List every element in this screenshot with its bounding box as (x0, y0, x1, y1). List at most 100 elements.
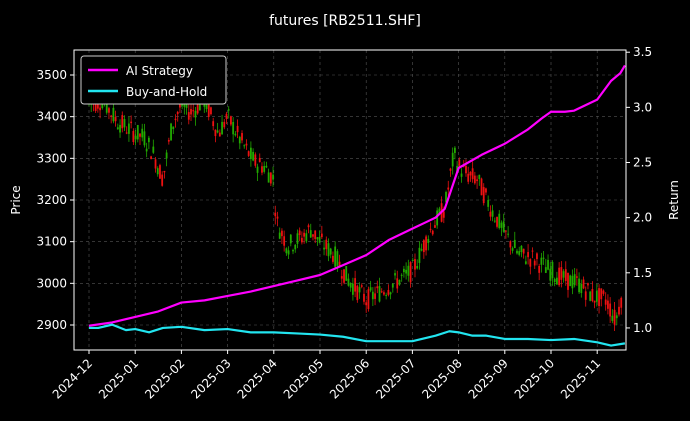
legend-label-buyhold: Buy-and-Hold (126, 85, 207, 99)
candle-body (438, 208, 441, 214)
candle-body (451, 152, 454, 167)
candle-body (325, 239, 328, 250)
candle-body (396, 278, 399, 289)
candle-body (431, 230, 434, 235)
candle-body (516, 250, 518, 254)
candle-body (389, 292, 392, 295)
candle-body (380, 291, 383, 293)
x-tick-label: 2025-02 (142, 356, 187, 401)
candle-body (172, 126, 175, 130)
candle-body (179, 104, 181, 108)
candle-body (292, 250, 294, 252)
candle-body (416, 265, 419, 269)
candle-body (491, 210, 494, 217)
candle-body (544, 267, 547, 273)
candle-body (128, 123, 130, 134)
candle-body (285, 248, 288, 254)
candle-body (367, 289, 370, 310)
candle-body (278, 232, 281, 239)
candle-body (602, 290, 605, 294)
candle-body (502, 221, 505, 232)
left-tick-label: 3400 (36, 110, 67, 124)
candle-body (376, 286, 379, 289)
candle-body (427, 238, 430, 243)
candle-body (214, 129, 217, 137)
candle-body (227, 109, 230, 111)
candle-body (549, 268, 552, 281)
candle-body (445, 191, 447, 203)
candle-body (595, 290, 598, 302)
candle-body (192, 110, 195, 112)
x-tick-label: 2025-01 (96, 356, 141, 401)
candle-body (159, 165, 161, 179)
candle-body (422, 240, 425, 253)
candle-body (531, 250, 534, 252)
candle-body (522, 248, 525, 254)
candle-body (383, 292, 385, 295)
candle-body (567, 272, 569, 290)
candle-body (480, 178, 483, 196)
candle-body (509, 241, 512, 248)
candle-body (194, 110, 197, 118)
strategy-line (88, 64, 626, 327)
candle-body (434, 225, 436, 228)
candle-body (591, 288, 594, 302)
right-tick-label: 1.0 (633, 321, 652, 335)
candle-body (287, 250, 290, 255)
candle-body (145, 148, 148, 152)
candle-body (542, 257, 545, 259)
candle-body (256, 166, 259, 173)
candle-body (589, 291, 592, 301)
candle-body (305, 233, 308, 242)
candle-body (116, 127, 119, 130)
candle-body (598, 288, 600, 307)
candle-body (478, 174, 481, 179)
candle-body (547, 259, 549, 270)
candle-body (241, 133, 243, 141)
left-tick-label: 3000 (36, 276, 67, 290)
candle-body (409, 262, 412, 283)
candle-body (533, 260, 536, 266)
candle-body (571, 275, 574, 289)
candle-body (163, 170, 166, 173)
candle-body (134, 135, 137, 140)
candle-body (125, 132, 128, 134)
candle-body (485, 188, 487, 193)
candle-body (556, 277, 558, 285)
candle-body (578, 278, 580, 293)
candle-body (165, 152, 168, 159)
candle-body (221, 121, 223, 135)
candle-body (593, 300, 596, 303)
candle-body (349, 283, 352, 288)
candle-body (551, 262, 554, 279)
candle-body (300, 237, 303, 243)
price-candles (88, 87, 623, 332)
candle-body (223, 121, 226, 128)
candle-body (540, 257, 543, 265)
candle-body (511, 248, 514, 251)
candle-body (190, 108, 192, 115)
candle-body (139, 133, 141, 137)
candle-body (369, 287, 372, 291)
candle-body (414, 259, 416, 270)
candle-body (575, 276, 578, 278)
candle-body (387, 290, 390, 295)
candle-body (112, 107, 115, 122)
candle-body (334, 246, 337, 267)
candle-body (458, 159, 461, 166)
candle-body (170, 123, 172, 141)
candle-body (460, 173, 463, 177)
candle-body (269, 172, 272, 184)
left-tick-label: 3200 (36, 193, 67, 207)
candle-body (232, 122, 235, 135)
candle-body (518, 251, 521, 255)
candle-body (356, 285, 359, 301)
x-tick-label: 2025-08 (419, 356, 464, 401)
candle-body (212, 121, 215, 127)
chart-title: futures [RB2511.SHF] (269, 13, 421, 29)
candle-body (312, 234, 314, 237)
legend: AI Strategy Buy-and-Hold (80, 55, 227, 105)
candle-body (473, 175, 476, 184)
x-tick-label: 2025-10 (512, 356, 557, 401)
candle-body (569, 275, 572, 287)
